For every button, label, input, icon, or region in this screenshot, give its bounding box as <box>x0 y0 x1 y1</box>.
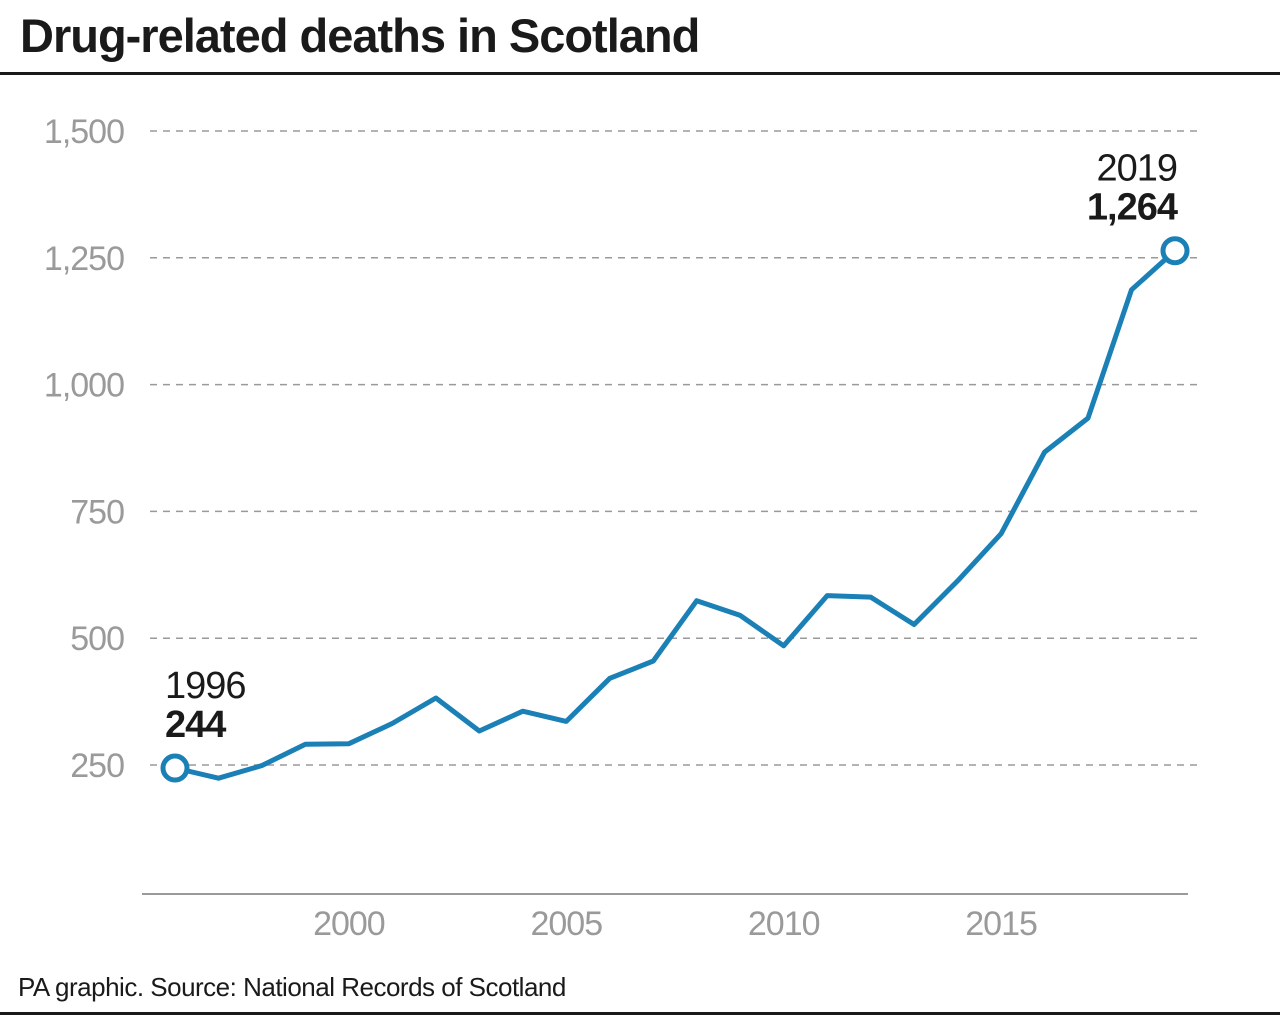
y-tick-label: 750 <box>70 493 124 531</box>
chart-title: Drug-related deaths in Scotland <box>20 9 700 62</box>
annotation-year: 2019 <box>1096 148 1177 190</box>
y-tick-label: 1,250 <box>44 240 124 278</box>
y-tick-label: 1,000 <box>44 367 124 405</box>
y-tick-label: 1,500 <box>44 113 124 151</box>
x-tick-label: 2015 <box>965 905 1037 943</box>
y-tick-label: 500 <box>70 620 124 658</box>
gridlines <box>150 130 1200 766</box>
x-tick-label: 2010 <box>748 905 820 943</box>
y-axis-ticks: 250 500 750 1,000 1,250 1,500 <box>44 113 125 785</box>
endpoint-markers <box>160 236 1190 783</box>
annotation-value: 1,264 <box>1087 187 1178 229</box>
endpoint-marker <box>1160 236 1190 266</box>
endpoint-marker <box>160 753 190 783</box>
series-line <box>172 248 1178 781</box>
x-tick-label: 2000 <box>313 905 385 943</box>
annotation-year: 1996 <box>165 665 246 707</box>
footer-rule <box>0 1012 1280 1015</box>
source-note: PA graphic. Source: National Records of … <box>18 972 566 1002</box>
annotation-value: 244 <box>165 704 226 746</box>
title-rule <box>0 72 1280 75</box>
x-axis-ticks: 2000 2005 2010 2015 <box>313 905 1038 943</box>
y-tick-label: 250 <box>70 747 124 785</box>
x-tick-label: 2005 <box>530 905 602 943</box>
